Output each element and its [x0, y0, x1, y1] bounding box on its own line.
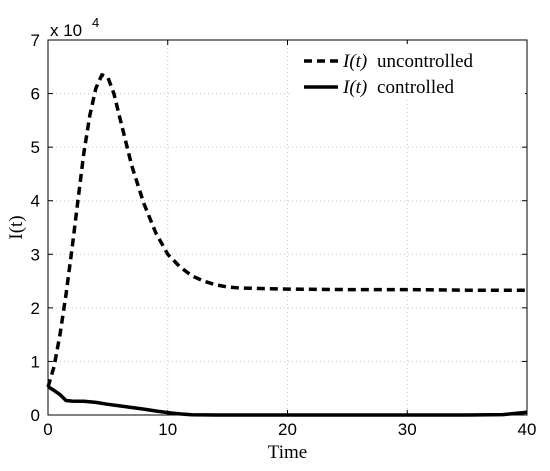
y-tick-label: 1 [31, 352, 40, 371]
y-multiplier-label: x 10 [50, 21, 82, 40]
x-axis-title: Time [268, 442, 307, 463]
y-tick-label: 5 [31, 138, 40, 157]
legend-math-uncontrolled: I(t) [342, 51, 367, 72]
y-tick-label: 4 [31, 192, 40, 211]
x-tick-label: 30 [398, 420, 417, 439]
legend-word-uncontrolled: uncontrolled [377, 51, 474, 72]
y-tick-label: 2 [31, 299, 40, 318]
x-tick-label: 0 [43, 420, 52, 439]
x-tick-label: 20 [278, 420, 297, 439]
y-tick-label: 3 [31, 245, 40, 264]
legend-label-uncontrolled: I(t) uncontrolled [342, 51, 474, 72]
y-multiplier-exponent: 4 [92, 15, 99, 30]
y-tick-label: 0 [31, 406, 40, 425]
legend-math-controlled: I(t) [342, 77, 367, 98]
legend: I(t) uncontrolled I(t) controlled [292, 44, 525, 100]
grid [48, 40, 527, 415]
y-axis-multiplier: x 10 4 [50, 15, 99, 40]
legend-label-controlled: I(t) controlled [342, 77, 455, 98]
y-axis-title: I(t) [6, 215, 27, 239]
axis-ticks: 0 10 20 30 40 0 1 2 3 4 5 6 7 [31, 31, 537, 439]
y-tick-label: 7 [31, 31, 40, 50]
legend-box [292, 44, 525, 100]
x-tick-label: 10 [158, 420, 177, 439]
x-tick-label: 40 [518, 420, 537, 439]
series-line-uncontrolled [46, 73, 527, 388]
legend-word-controlled: controlled [377, 77, 455, 98]
y-tick-label: 6 [31, 85, 40, 104]
